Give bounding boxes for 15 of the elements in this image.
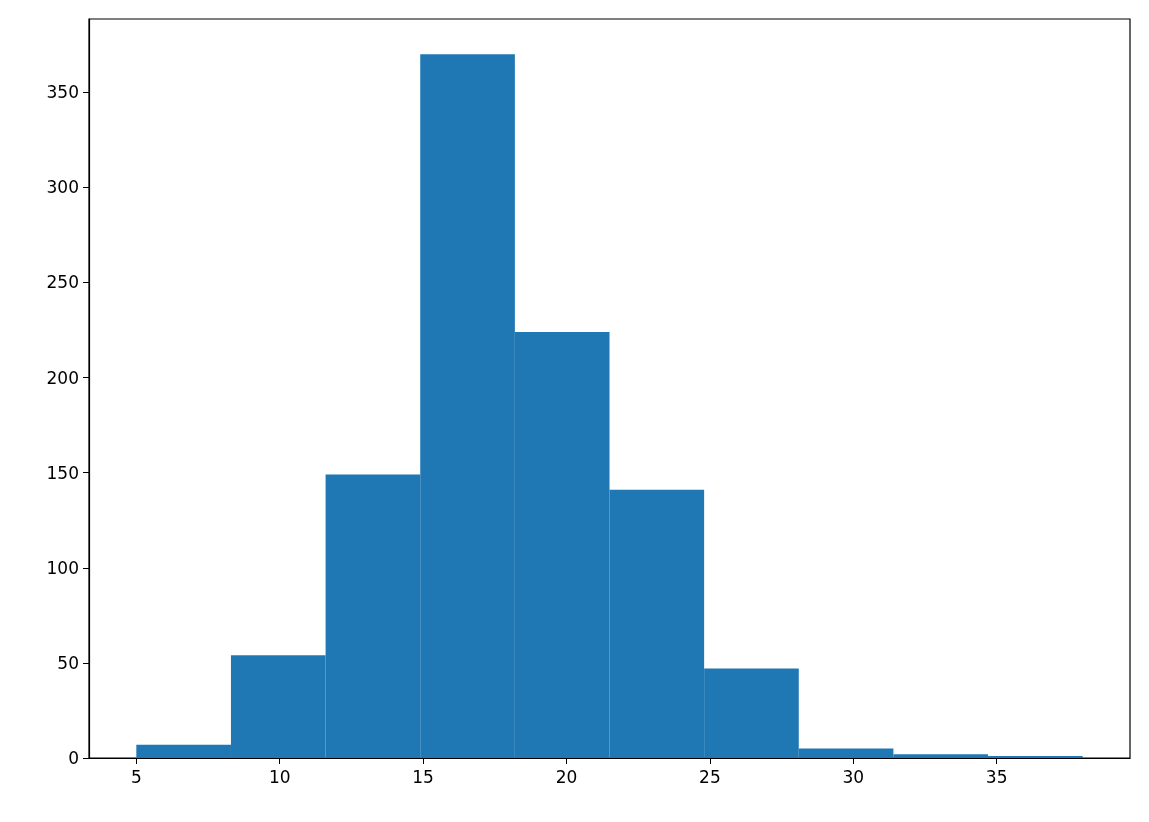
x-tick-label: 35 [985,766,1008,787]
y-tick-label: 350 [46,82,79,103]
x-tick-label: 20 [555,766,578,787]
y-tick-label: 50 [57,652,79,673]
x-tick-label: 15 [412,766,434,787]
y-tick-label: 0 [68,748,79,768]
x-tick-label: 25 [699,766,721,787]
x-tick-label: 30 [842,766,865,787]
y-tick-label: 100 [46,557,79,578]
x-tick-label: 10 [268,766,291,787]
x-tick-label: 5 [130,766,142,787]
y-tick-label: 250 [46,272,79,293]
y-tick-label: 150 [46,462,79,483]
y-tick-label: 300 [46,177,79,198]
y-tick-label: 200 [46,367,79,388]
